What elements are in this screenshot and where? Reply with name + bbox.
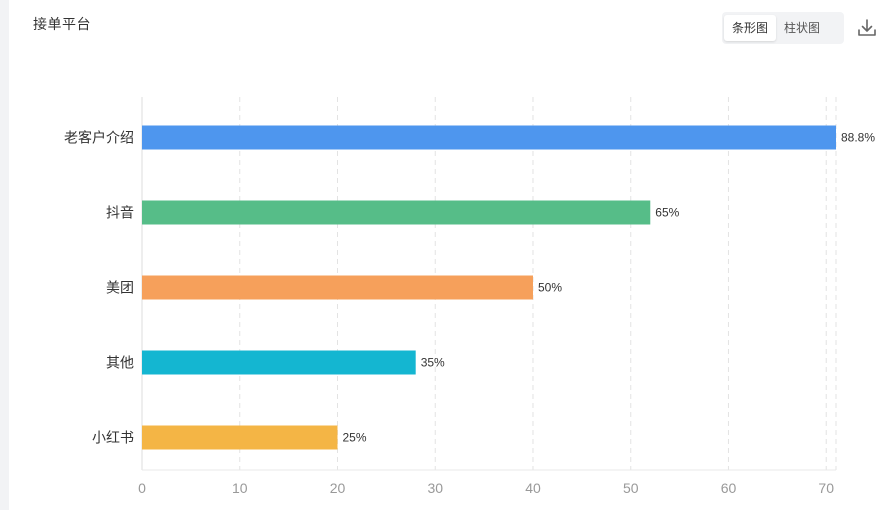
y-tick-label: 小红书 [92, 430, 134, 446]
data-label: 50% [538, 281, 562, 295]
data-label: 35% [421, 356, 445, 370]
data-label: 25% [342, 431, 366, 445]
bar [142, 275, 533, 300]
bar [142, 125, 836, 150]
y-tick-label: 其他 [106, 355, 134, 371]
bar [142, 350, 416, 375]
x-tick-label: 40 [525, 480, 541, 496]
column-chart-toggle-button[interactable]: 柱状图 [784, 21, 821, 35]
bar-chart-toggle-button[interactable]: 条形图 [724, 15, 777, 41]
x-tick-label: 50 [623, 480, 639, 496]
x-tick-label: 30 [427, 480, 443, 496]
y-tick-label: 美团 [106, 280, 134, 296]
x-tick-label: 10 [232, 480, 248, 496]
bar [142, 425, 338, 450]
x-tick-label: 60 [721, 480, 737, 496]
x-tick-label: 70 [818, 480, 834, 496]
x-tick-label: 0 [138, 480, 146, 496]
chart-type-toggle: 条形图 柱状图 [722, 12, 844, 44]
data-label: 65% [655, 206, 679, 220]
bar [142, 200, 651, 225]
data-label: 88.8% [841, 131, 875, 145]
chart-title: 接单平台 [33, 16, 91, 32]
left-panel-edge [0, 0, 9, 510]
download-icon[interactable] [857, 18, 877, 38]
y-tick-label: 抖音 [106, 205, 134, 221]
y-tick-label: 老客户介绍 [64, 130, 134, 146]
x-tick-label: 20 [330, 480, 346, 496]
